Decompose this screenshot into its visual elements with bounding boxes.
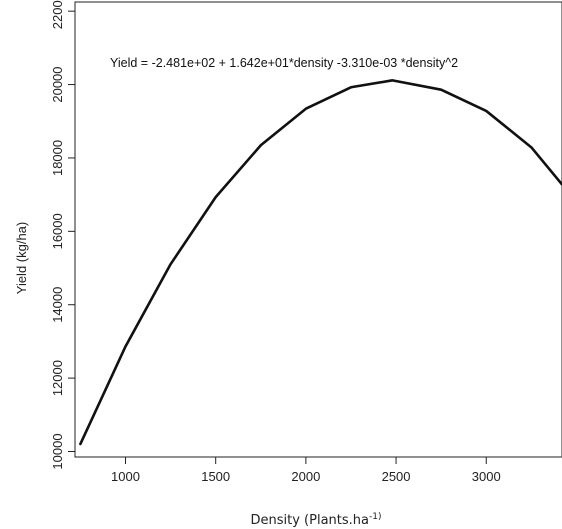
- plot-border: [74, 1, 562, 458]
- y-tick-label: 10000: [50, 433, 65, 469]
- x-tick-label: 1000: [111, 469, 140, 484]
- y-tick-label: 14000: [50, 287, 65, 323]
- x-axis: 1000 1500 2000 2500 3000: [111, 457, 501, 484]
- equation-annotation: Yield = -2.481e+02 + 1.642e+01*density -…: [110, 56, 458, 70]
- y-axis-title: Yield (kg/ha): [14, 222, 29, 295]
- y-tick-label: 20000: [50, 66, 65, 102]
- plot-frame: [74, 1, 562, 458]
- series-layer: [79, 79, 562, 446]
- x-axis-title-superscript: -1): [369, 512, 382, 522]
- yield-curve-line: [79, 79, 562, 446]
- x-axis-title-main: Density (Plants.ha: [251, 513, 370, 528]
- x-axis-title: Density (Plants.ha-1): [251, 512, 382, 528]
- x-tick-label: 1500: [201, 469, 230, 484]
- y-tick-label: 22000: [50, 0, 65, 29]
- y-tick-label: 16000: [50, 213, 65, 249]
- y-axis: 10000 12000 14000 16000 18000 20000 22000: [50, 0, 75, 470]
- x-tick-label: 2000: [291, 469, 320, 484]
- y-tick-label: 18000: [50, 140, 65, 176]
- x-tick-label: 2500: [382, 469, 411, 484]
- y-tick-label: 12000: [50, 360, 65, 396]
- x-tick-label: 3000: [472, 469, 501, 484]
